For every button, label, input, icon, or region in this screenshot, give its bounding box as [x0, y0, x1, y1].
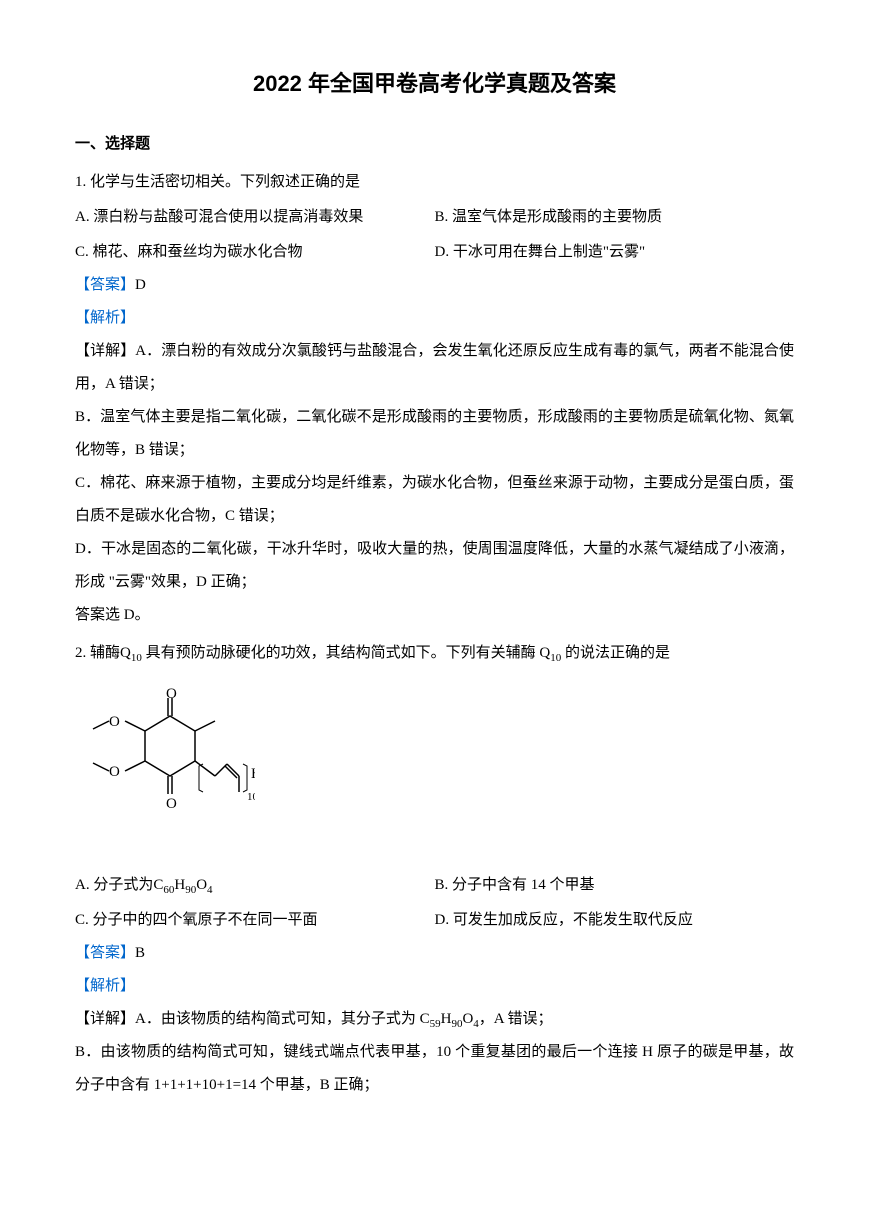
q2-option-a: A. 分子式为C60H90O4 [75, 869, 435, 902]
q2-stem-q: Q [120, 645, 131, 661]
q2-opta-sh: 90 [185, 884, 196, 896]
q2-opta-c: C [153, 877, 163, 893]
q2-da-s1: 59 [430, 1018, 441, 1030]
q2-stem-sub: 10 [131, 652, 142, 664]
q2-da-s2: 90 [451, 1018, 462, 1030]
q2-da-m1: H [441, 1011, 452, 1027]
q1-option-a: A. 漂白粉与盐酸可混合使用以提高消毒效果 [75, 201, 435, 234]
q2-stem-q2: Q [539, 645, 550, 661]
svg-text:O: O [166, 796, 177, 812]
q2-da-m2: O [462, 1011, 473, 1027]
q2-da-suffix: ，A 错误； [479, 1011, 553, 1027]
q1-stem: 1. 化学与生活密切相关。下列叙述正确的是 [75, 166, 794, 199]
q1-answer-value: D [135, 277, 146, 293]
svg-text:O: O [109, 714, 120, 730]
q1-answer-line: 【答案】D [75, 269, 794, 302]
q1-final: 答案选 D。 [75, 599, 794, 632]
q1-option-b: B. 温室气体是形成酸雨的主要物质 [435, 201, 795, 234]
q2-answer-line: 【答案】B [75, 937, 794, 970]
q1-detail-b: B．温室气体主要是指二氧化碳，二氧化碳不是形成酸雨的主要物质，形成酸雨的主要物质… [75, 401, 794, 467]
q2-answer-value: B [135, 945, 145, 961]
q1-option-d: D. 干冰可用在舞台上制造"云雾" [435, 236, 795, 269]
q1-analysis-line: 【解析】 [75, 302, 794, 335]
q2-option-b: B. 分子中含有 14 个甲基 [435, 869, 795, 902]
q2-option-c: C. 分子中的四个氧原子不在同一平面 [75, 904, 435, 937]
q2-options-row1: A. 分子式为C60H90O4 B. 分子中含有 14 个甲基 [75, 869, 794, 902]
q2-detail-b: B．由该物质的结构简式可知，键线式端点代表甲基，10 个重复基团的最后一个连接 … [75, 1036, 794, 1102]
q1-option-c: C. 棉花、麻和蚕丝均为碳水化合物 [75, 236, 435, 269]
q2-option-d: D. 可发生加成反应，不能发生取代反应 [435, 904, 795, 937]
svg-text:O: O [166, 686, 177, 702]
q2-stem-prefix: 2. 辅酶 [75, 645, 120, 661]
q2-stem: 2. 辅酶Q10 具有预防动脉硬化的功效，其结构简式如下。下列有关辅酶 Q10 … [75, 637, 794, 670]
q2-answer-label: 【答案】 [75, 945, 135, 961]
q2-detail-a: 【详解】A．由该物质的结构简式可知，其分子式为 C59H90O4，A 错误； [75, 1003, 794, 1036]
q2-opta-prefix: A. 分子式为 [75, 877, 153, 893]
q2-opta-sc: 60 [163, 884, 174, 896]
svg-text:10: 10 [247, 791, 255, 803]
q2-analysis-line: 【解析】 [75, 970, 794, 1003]
q2-opta-o: O [196, 877, 207, 893]
molecule-structure: O O O O 10 H [75, 686, 794, 859]
q1-options-row1: A. 漂白粉与盐酸可混合使用以提高消毒效果 B. 温室气体是形成酸雨的主要物质 [75, 201, 794, 234]
svg-text:O: O [109, 764, 120, 780]
q2-da-prefix: 【详解】A．由该物质的结构简式可知，其分子式为 C [75, 1011, 430, 1027]
q1-detail-d: D．干冰是固态的二氧化碳，干冰升华时，吸收大量的热，使周围温度降低，大量的水蒸气… [75, 533, 794, 599]
q2-stem-sub2: 10 [550, 652, 561, 664]
section-header: 一、选择题 [75, 128, 794, 161]
q1-options-row2: C. 棉花、麻和蚕丝均为碳水化合物 D. 干冰可用在舞台上制造"云雾" [75, 236, 794, 269]
q2-options-row2: C. 分子中的四个氧原子不在同一平面 D. 可发生加成反应，不能发生取代反应 [75, 904, 794, 937]
q2-opta-so: 4 [207, 884, 213, 896]
q1-analysis-label: 【解析】 [75, 310, 135, 326]
q2-opta-h: H [174, 877, 185, 893]
q2-stem-suffix: 的说法正确的是 [561, 645, 670, 661]
page-title: 2022 年全国甲卷高考化学真题及答案 [75, 60, 794, 108]
q1-answer-label: 【答案】 [75, 277, 135, 293]
q2-stem-mid: 具有预防动脉硬化的功效，其结构简式如下。下列有关辅酶 [142, 645, 540, 661]
svg-text:H: H [251, 766, 255, 782]
q1-detail-a: 【详解】A．漂白粉的有效成分次氯酸钙与盐酸混合，会发生氧化还原反应生成有毒的氯气… [75, 335, 794, 401]
q2-analysis-label: 【解析】 [75, 978, 135, 994]
q1-detail-c: C．棉花、麻来源于植物，主要成分均是纤维素，为碳水化合物，但蚕丝来源于动物，主要… [75, 467, 794, 533]
